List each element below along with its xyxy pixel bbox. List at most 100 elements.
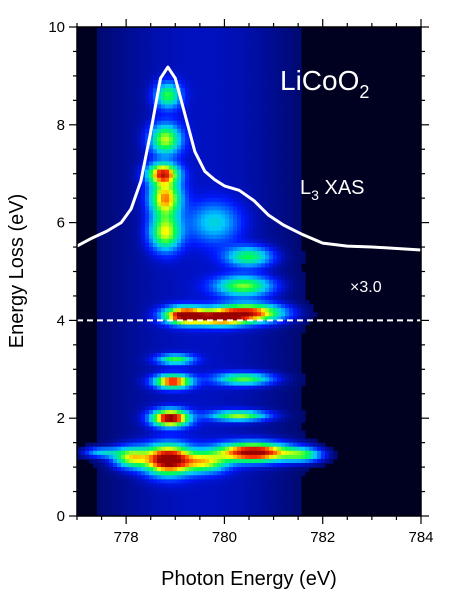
heatmap-cell xyxy=(109,128,114,134)
heatmap-cell xyxy=(285,177,290,183)
heatmap-cell xyxy=(301,410,306,415)
heatmap-cell xyxy=(273,226,278,232)
heatmap-cell xyxy=(169,320,174,326)
heatmap-cell xyxy=(129,316,134,321)
heatmap-cell xyxy=(289,59,294,65)
heatmap-cell xyxy=(109,177,114,183)
heatmap-cell xyxy=(245,226,250,232)
heatmap-cell xyxy=(109,27,114,32)
heatmap-cell xyxy=(229,165,234,171)
heatmap-cell xyxy=(233,242,238,248)
heatmap-cell xyxy=(241,308,246,313)
heatmap-cell xyxy=(213,271,218,277)
heatmap-cell xyxy=(169,92,174,97)
heatmap-cell xyxy=(281,304,286,309)
heatmap-cell xyxy=(161,401,166,407)
heatmap-cell xyxy=(181,124,186,130)
heatmap-cell xyxy=(225,385,230,391)
heatmap-cell xyxy=(161,295,166,301)
heatmap-cell xyxy=(185,75,190,81)
heatmap-cell xyxy=(185,47,190,53)
heatmap-cell xyxy=(169,96,174,101)
heatmap-cell xyxy=(289,320,294,326)
heatmap-cell xyxy=(189,291,194,297)
heatmap-cell xyxy=(293,128,298,134)
heatmap-cell xyxy=(229,218,234,224)
heatmap-cell xyxy=(241,210,246,216)
heatmap-cell xyxy=(241,259,246,264)
heatmap-cell xyxy=(185,112,190,118)
heatmap-cell xyxy=(277,410,282,415)
heatmap-cell xyxy=(101,27,106,32)
heatmap-cell xyxy=(241,92,246,97)
heatmap-cell xyxy=(253,202,258,207)
heatmap-cell xyxy=(165,222,170,228)
heatmap-cell xyxy=(293,31,298,36)
heatmap-cell xyxy=(173,348,178,354)
heatmap-cell xyxy=(149,304,154,309)
heatmap-cell xyxy=(133,222,138,228)
heatmap-cell xyxy=(169,35,174,40)
heatmap-cell xyxy=(249,88,254,93)
heatmap-cell xyxy=(177,230,182,236)
heatmap-cell xyxy=(237,51,242,57)
heatmap-cell xyxy=(201,132,206,138)
heatmap-cell xyxy=(205,263,210,269)
heatmap-cell xyxy=(273,328,278,334)
heatmap-cell xyxy=(117,190,122,195)
heatmap-cell xyxy=(161,234,166,240)
heatmap-cell xyxy=(169,259,174,264)
heatmap-cell xyxy=(209,295,214,301)
heatmap-cell xyxy=(293,271,298,277)
heatmap-cell xyxy=(129,373,134,379)
heatmap-cell xyxy=(121,104,126,110)
heatmap-cell xyxy=(121,128,126,134)
heatmap-cell xyxy=(125,55,130,61)
heatmap-cell xyxy=(149,316,154,321)
heatmap-cell xyxy=(233,312,238,317)
heatmap-cell xyxy=(105,422,110,427)
heatmap-cell xyxy=(157,218,162,224)
heatmap-cell xyxy=(165,389,170,395)
heatmap-cell xyxy=(265,340,270,346)
heatmap-cell xyxy=(133,51,138,57)
heatmap-cell xyxy=(201,141,206,146)
heatmap-cell xyxy=(221,226,226,232)
heatmap-cell xyxy=(217,238,222,244)
heatmap-cell xyxy=(293,316,298,321)
heatmap-cell xyxy=(261,259,266,264)
heatmap-cell xyxy=(169,251,174,256)
heatmap-cell xyxy=(97,173,102,179)
heatmap-cell xyxy=(281,92,286,97)
heatmap-cell xyxy=(261,287,266,293)
heatmap-cell xyxy=(113,206,118,211)
heatmap-cell xyxy=(141,234,146,240)
heatmap-cell xyxy=(205,385,210,391)
heatmap-cell xyxy=(261,308,266,313)
heatmap-cell xyxy=(225,365,230,370)
heatmap-cell xyxy=(105,173,110,179)
heatmap-cell xyxy=(145,381,150,387)
heatmap-cell xyxy=(289,92,294,97)
heatmap-cell xyxy=(125,393,130,399)
heatmap-cell xyxy=(225,88,230,93)
heatmap-cell xyxy=(97,63,102,69)
heatmap-cell xyxy=(185,210,190,216)
heatmap-cell xyxy=(257,198,262,203)
heatmap-cell xyxy=(285,328,290,334)
heatmap-cell xyxy=(117,137,122,142)
heatmap-cell xyxy=(217,149,222,154)
heatmap-cell xyxy=(105,283,110,289)
heatmap-cell xyxy=(165,185,170,191)
heatmap-cell xyxy=(169,316,174,321)
heatmap-cell xyxy=(297,332,302,338)
heatmap-cell xyxy=(225,51,230,57)
heatmap-cell xyxy=(117,96,122,101)
heatmap-cell xyxy=(213,214,218,220)
heatmap-cell xyxy=(161,185,166,191)
heatmap-cell xyxy=(273,141,278,146)
heatmap-cell xyxy=(137,161,142,167)
heatmap-cell xyxy=(225,234,230,240)
heatmap-cell xyxy=(193,348,198,354)
heatmap-cell xyxy=(137,316,142,321)
